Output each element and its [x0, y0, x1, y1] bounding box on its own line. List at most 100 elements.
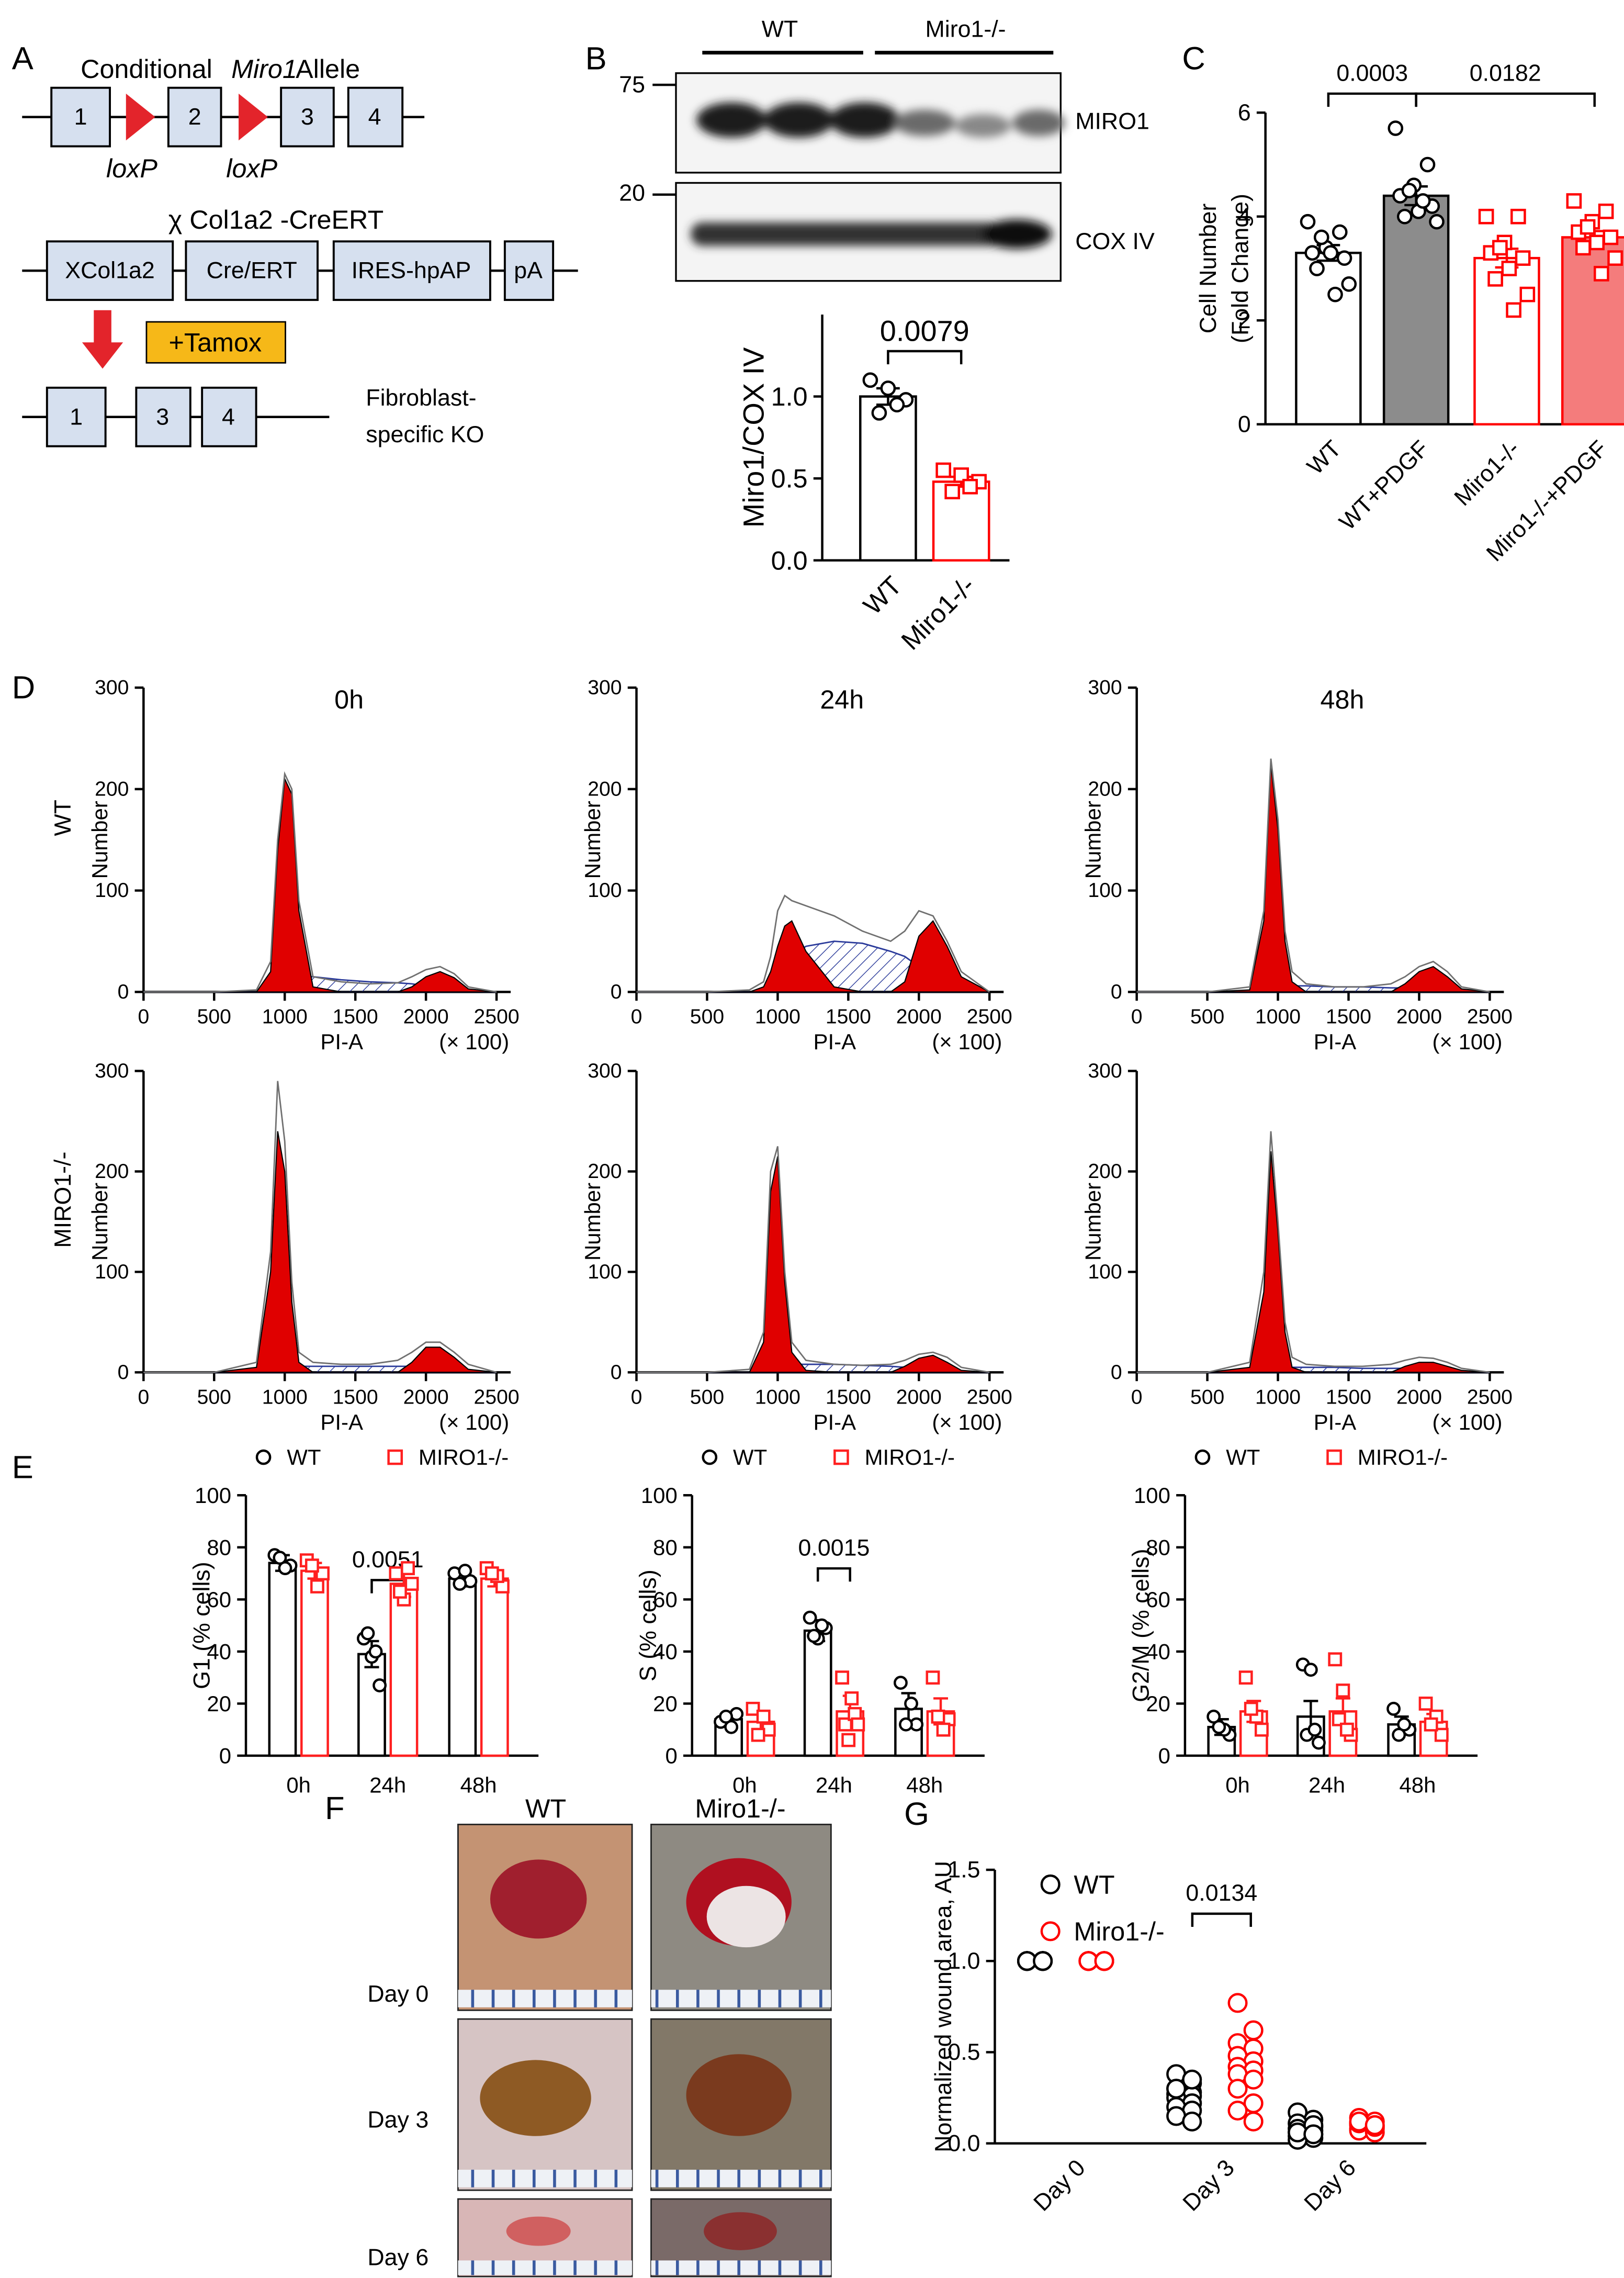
x-axis-unit: (× 100) [932, 1410, 1002, 1434]
panel-label: G [904, 1796, 929, 1832]
x-tick-label: 2000 [896, 1006, 942, 1028]
x-tick-label: 2000 [896, 1386, 942, 1408]
y-axis-label: Number [1080, 1183, 1105, 1261]
data-point [926, 1670, 940, 1685]
bar [268, 1562, 297, 1757]
loxp-site [126, 93, 155, 141]
transgene-title: χ Col1a2 -CreERT [168, 205, 384, 234]
data-point [1589, 234, 1605, 251]
y-tick-label: 100 [1134, 1483, 1170, 1508]
y-tick-label: 80 [207, 1535, 231, 1559]
photo-row-label: Day 3 [367, 2107, 428, 2133]
x-tick-label: 48h [906, 1772, 943, 1797]
band [829, 102, 900, 138]
ko-label: Fibroblast- [366, 385, 476, 411]
x-tick-label: 500 [197, 1006, 231, 1028]
x-tick-label: 1000 [1255, 1006, 1301, 1028]
y-tick-label: 80 [1146, 1535, 1170, 1559]
x-tick-label: 24h [369, 1772, 406, 1797]
data-point [1506, 302, 1521, 318]
data-point [1303, 1663, 1318, 1677]
y-tick-label: 100 [195, 1483, 231, 1508]
annotation: 0.0134 [1186, 1880, 1257, 1906]
data-point [1580, 219, 1596, 235]
band-label: COX IV [1075, 229, 1155, 254]
significance-bracket [1415, 92, 1596, 107]
data-point [1418, 1696, 1433, 1711]
y-tick-label: 0 [1158, 1743, 1170, 1768]
fit-area [636, 1156, 990, 1373]
exon [201, 386, 257, 447]
data-point [1515, 250, 1531, 266]
data-point [1227, 1993, 1248, 2013]
y-tick-label: 40 [207, 1639, 231, 1664]
data-point [1227, 2101, 1248, 2121]
legend-marker [387, 1449, 403, 1465]
y-tick-label: 100 [1088, 1261, 1122, 1283]
data-point [1033, 1951, 1053, 1971]
x-tick-label: 0 [1131, 1386, 1143, 1408]
data-point [936, 1722, 951, 1737]
exon-label: 4 [222, 404, 235, 430]
x-axis-unit: (× 100) [439, 1029, 509, 1054]
y-axis-label: S (% cells) [635, 1569, 661, 1681]
y-tick-label: 0 [118, 1361, 129, 1384]
x-tick-label: 0 [631, 1386, 642, 1408]
x-tick-label: 1000 [1255, 1386, 1301, 1408]
legend-marker [702, 1449, 718, 1465]
y-tick-label: 300 [95, 677, 129, 699]
x-tick-label: 1500 [333, 1386, 378, 1408]
data-point [1309, 261, 1325, 276]
data-point [1336, 1684, 1350, 1698]
exon-label: 3 [301, 104, 314, 130]
annotation: 0.0079 [880, 314, 969, 347]
y-tick-label: 0.5 [948, 2039, 980, 2065]
exon-label: 1 [70, 404, 83, 430]
x-tick-label: 500 [1190, 1386, 1224, 1408]
fit-area [1136, 1151, 1490, 1373]
data-point [751, 1727, 765, 1742]
data-point [756, 1709, 771, 1724]
y-axis-label: Number [87, 801, 112, 879]
wound [480, 2060, 591, 2136]
band [696, 102, 767, 138]
y-axis-label: G2/M (% cells) [1129, 1548, 1154, 1702]
x-tick-label: 0 [138, 1386, 149, 1408]
annotation: 0.0003 [1336, 60, 1408, 86]
wound [506, 2216, 571, 2246]
y-tick-label: 300 [588, 1060, 622, 1082]
data-point [835, 1670, 850, 1685]
panel-title: 0h [334, 684, 364, 714]
exon-label: 3 [156, 404, 169, 430]
data-point [1304, 245, 1321, 261]
x-axis-label: PI-A [1314, 1029, 1357, 1054]
y-tick-label: 80 [653, 1535, 678, 1559]
x-tick-label: 24h [1309, 1772, 1345, 1797]
data-point [1328, 1652, 1343, 1667]
data-point [803, 1610, 817, 1625]
diagram: Conditional Miro1 Allele 1 2 3 4 loxP lo… [22, 54, 578, 447]
data-point [1594, 266, 1609, 282]
data-point [1327, 286, 1343, 302]
data-point [889, 397, 905, 413]
data-point [904, 1696, 918, 1711]
panel-title: 48h [1320, 684, 1364, 714]
data-point [1336, 250, 1352, 266]
x-axis-label: PI-A [1314, 1410, 1357, 1434]
legend-marker [1326, 1449, 1342, 1465]
y-tick-label: 0 [219, 1743, 231, 1768]
y-tick-label: 0 [1111, 981, 1122, 1003]
data-point [1392, 1727, 1406, 1742]
data-point [1227, 2079, 1248, 2099]
exon [167, 86, 222, 148]
y-tick-label: 200 [95, 1160, 129, 1183]
x-tick-label: Day 6 [1300, 2155, 1361, 2216]
data-point [393, 1584, 407, 1599]
bar [1561, 236, 1624, 426]
y-axis-label: Number [87, 1183, 112, 1261]
data-point [1254, 1722, 1269, 1737]
photo-row-label: Day 0 [367, 1981, 428, 2007]
y-tick-label: 0 [1111, 1361, 1122, 1384]
x-tick-label: 2500 [967, 1006, 1012, 1028]
x-tick-label: WT+PDGF [1335, 436, 1434, 535]
